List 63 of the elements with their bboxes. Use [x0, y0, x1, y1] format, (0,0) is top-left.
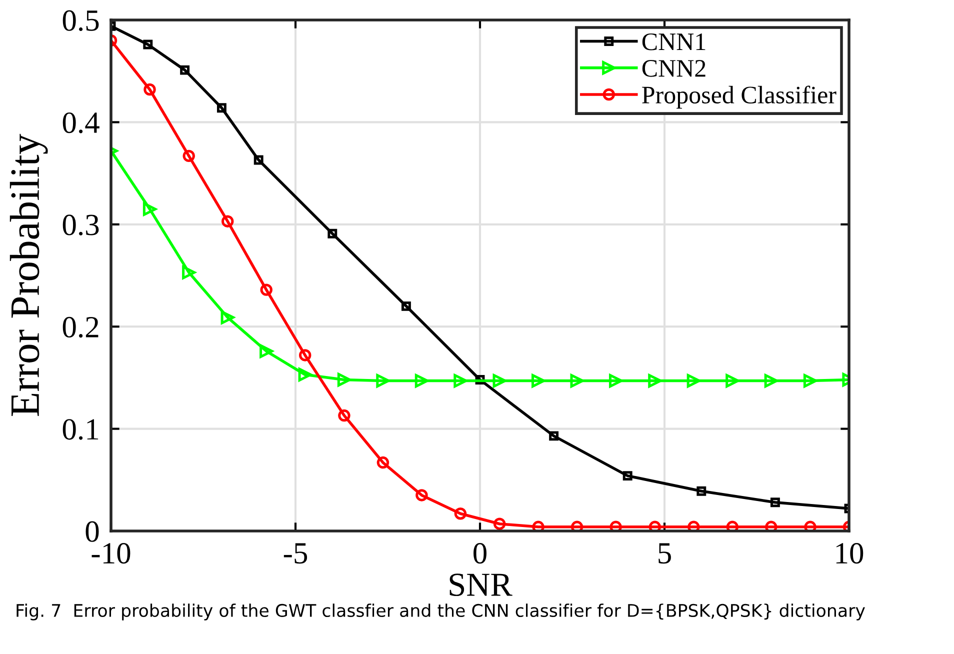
point [328, 228, 338, 238]
point [401, 301, 411, 311]
legend-label: CNN1 [642, 33, 706, 50]
point [765, 520, 778, 531]
x-tick-label: -10 [92, 542, 130, 564]
x-tick-label: -5 [284, 543, 308, 564]
x-tick-label: 10 [836, 542, 864, 564]
point [492, 374, 506, 388]
point [770, 498, 780, 508]
point [804, 520, 816, 531]
point [143, 40, 153, 50]
point [180, 65, 190, 75]
point [376, 456, 390, 469]
point [414, 374, 429, 388]
point [688, 520, 700, 531]
point [608, 374, 623, 388]
point [570, 374, 584, 388]
y-tick-label: 0.1 [62, 419, 98, 440]
point [260, 344, 274, 358]
point [416, 489, 428, 502]
point [648, 520, 662, 531]
legend-label: CNN2 [642, 60, 706, 77]
point [144, 83, 156, 96]
y-tick-label: 0.4 [62, 112, 100, 134]
point [338, 409, 350, 422]
legend-label: Proposed Classifier [642, 86, 836, 109]
point [493, 518, 506, 530]
point [532, 520, 544, 531]
y-tick-label: 0.3 [62, 214, 99, 236]
point [803, 374, 818, 388]
point [726, 520, 739, 531]
caption: Fig. 7 Error probability of the GWT classfier and the CNN classifier for D={BPSK,QPSK} dictionary [16, 604, 865, 620]
point [220, 310, 234, 324]
point [531, 374, 546, 388]
point [686, 374, 700, 388]
point [260, 284, 272, 296]
point [376, 374, 390, 388]
y-tick-label: 0 [86, 521, 99, 542]
point [622, 471, 632, 481]
point [216, 103, 226, 113]
x-axis-title: SNR [450, 574, 512, 596]
point [182, 150, 195, 162]
y-tick-label: 0.2 [62, 316, 98, 338]
y-axis-title: Error Probability [10, 134, 48, 416]
point [182, 266, 196, 280]
point [454, 508, 467, 520]
point [454, 374, 468, 388]
x-tick-label: 5 [658, 543, 671, 564]
point [254, 155, 264, 165]
point [726, 374, 740, 388]
point [648, 374, 662, 388]
point [610, 520, 622, 531]
point [298, 368, 312, 382]
point [764, 374, 778, 388]
point [221, 215, 234, 228]
y-tick-label: 0.5 [62, 10, 99, 32]
point [570, 520, 584, 531]
point [142, 202, 157, 216]
point [549, 431, 559, 441]
point [696, 486, 706, 496]
point [298, 349, 312, 362]
x-tick-label: 0 [474, 542, 486, 564]
point [337, 372, 352, 387]
